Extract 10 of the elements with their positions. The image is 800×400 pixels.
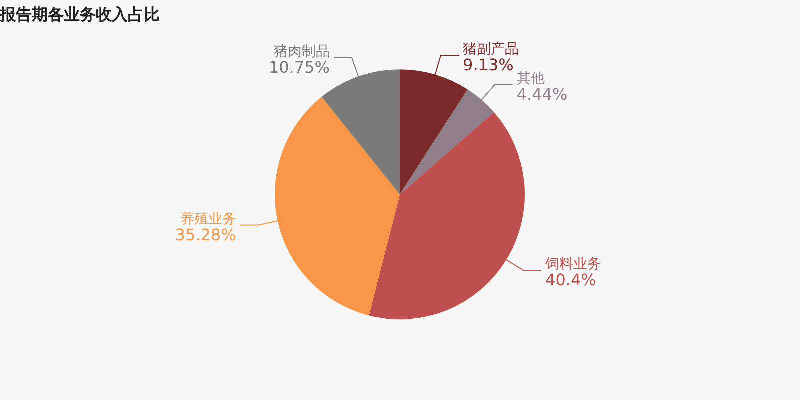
slice-label: 饲料业务 [544, 256, 602, 273]
slice-label: 其他 [516, 70, 545, 87]
data-label: 35.28% [175, 225, 236, 244]
data-label: 40.4% [546, 270, 596, 290]
slice-label: 养殖业务 [180, 211, 236, 228]
slice-label: 猪副产品 [463, 42, 520, 58]
data-label: 9.13% [463, 56, 514, 75]
data-label: 4.44% [516, 84, 568, 104]
data-label: 10.75% [268, 58, 330, 77]
slice-label: 猪肉制品 [274, 44, 330, 60]
